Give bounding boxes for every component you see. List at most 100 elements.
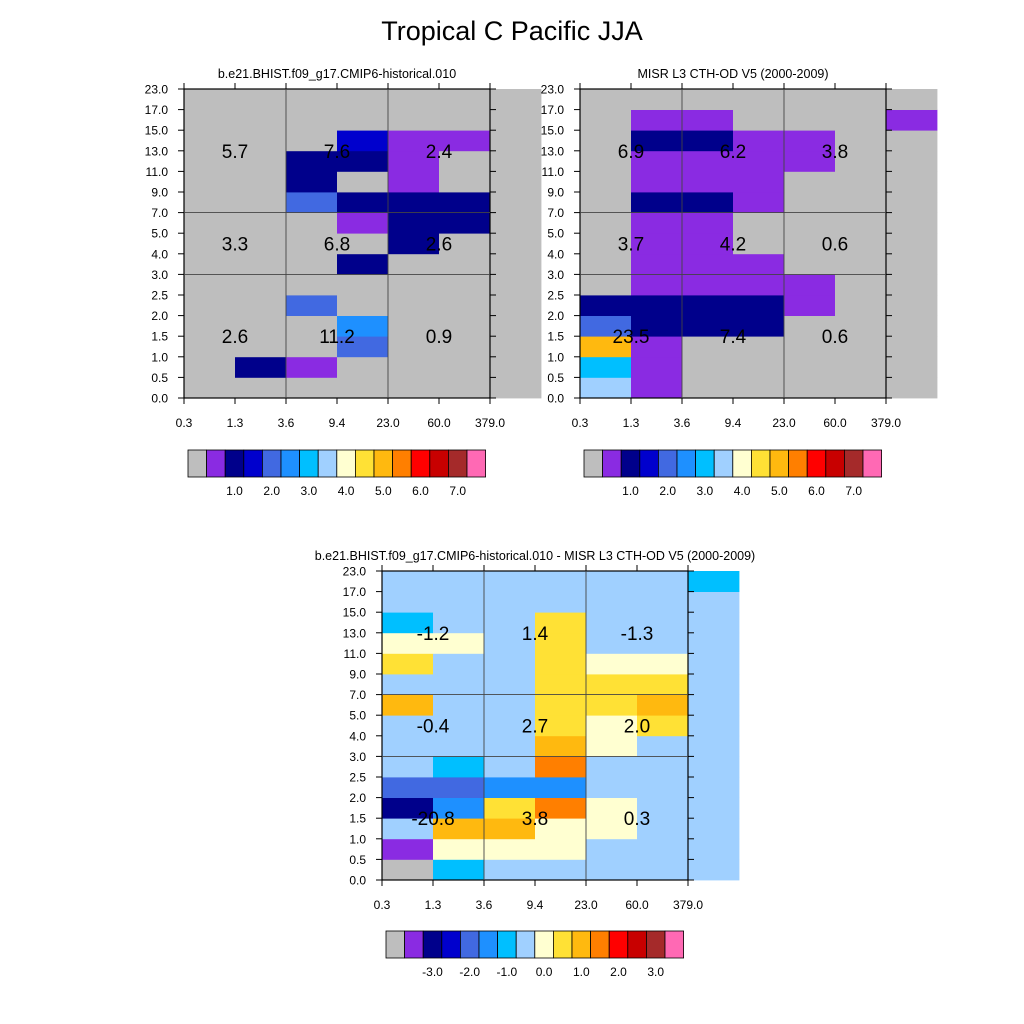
- region-value: 11.2: [319, 327, 355, 348]
- heatmap-cell: [388, 130, 440, 152]
- heatmap-cell: [586, 756, 638, 778]
- y-tick-label: 7.0: [349, 688, 366, 702]
- heatmap-cell: [433, 571, 485, 592]
- heatmap-cell: [586, 777, 638, 798]
- heatmap-cell: [682, 192, 734, 213]
- heatmap-cell: [388, 336, 440, 358]
- heatmap-cell: [433, 674, 485, 695]
- heatmap-cell: [484, 735, 536, 757]
- region-value: 5.7: [222, 142, 248, 163]
- y-tick-label: 17.0: [145, 103, 169, 117]
- colorbar-label: 5.0: [771, 484, 788, 498]
- heatmap-cell: [286, 89, 338, 110]
- colorbar-swatch: [497, 930, 517, 959]
- heatmap-cell: [631, 171, 683, 193]
- heatmap-cell: [886, 150, 938, 172]
- colorbar-label: 6.0: [412, 484, 429, 498]
- heatmap-cell: [688, 777, 740, 798]
- heatmap-cell: [637, 818, 689, 840]
- region-value: 3.8: [822, 142, 848, 163]
- colorbar-swatch: [534, 930, 554, 959]
- heatmap-cell: [580, 171, 632, 193]
- heatmap-cell: [835, 356, 887, 378]
- heatmap-cell: [637, 674, 689, 695]
- y-tick-label: 17.0: [343, 585, 367, 599]
- heatmap-cell: [535, 632, 587, 654]
- heatmap-cell: [484, 797, 536, 819]
- x-tick-label: 1.3: [227, 416, 244, 430]
- y-tick-label: 9.0: [349, 668, 366, 682]
- heatmap-cell: [733, 336, 785, 358]
- y-tick-label: 2.5: [151, 289, 168, 303]
- heatmap-cell: [886, 192, 938, 213]
- region-value: 3.3: [222, 235, 248, 256]
- heatmap-cell: [490, 212, 542, 234]
- heatmap-cell: [586, 612, 638, 634]
- heatmap-cell: [382, 571, 434, 592]
- heatmap-cell: [535, 838, 587, 860]
- heatmap-cell: [388, 89, 440, 110]
- heatmap-cell: [682, 130, 734, 152]
- heatmap-cell: [337, 212, 389, 234]
- y-tick-label: 7.0: [151, 206, 168, 220]
- colorbar-label: 1.0: [226, 484, 243, 498]
- heatmap-cell: [337, 150, 389, 172]
- heatmap-cell: [235, 295, 287, 316]
- heatmap-cell: [286, 130, 338, 152]
- colorbar-swatch: [459, 930, 480, 959]
- y-tick-label: 3.0: [547, 268, 564, 282]
- heatmap-cell: [490, 89, 542, 110]
- region-value: 7.4: [720, 327, 747, 348]
- y-tick-label: 1.0: [547, 350, 564, 364]
- heatmap-cell: [490, 315, 542, 337]
- heatmap-cell: [637, 859, 689, 881]
- heatmap-cell: [835, 171, 887, 193]
- heatmap-cell: [586, 838, 638, 860]
- heatmap-cell: [433, 612, 485, 634]
- heatmap-cell: [886, 377, 938, 399]
- heatmap-cell: [580, 109, 632, 131]
- heatmap-cell: [580, 89, 632, 110]
- heatmap-cell: [439, 274, 491, 296]
- heatmap-cell: [733, 212, 785, 234]
- heatmap-cell: [688, 632, 740, 654]
- heatmap-cell: [184, 336, 236, 358]
- x-tick-label: 9.4: [725, 416, 742, 430]
- region-value: 23.5: [613, 327, 650, 348]
- x-tick-label: 60.0: [427, 416, 451, 430]
- heatmap-cell: [382, 591, 434, 613]
- heatmap-cell: [382, 797, 434, 819]
- heatmap-cell: [382, 735, 434, 757]
- heatmap-cell: [286, 295, 338, 316]
- heatmap-cell: [535, 818, 587, 840]
- heatmap-cell: [535, 591, 587, 613]
- x-tick-label: 0.3: [176, 416, 193, 430]
- heatmap-cell: [784, 171, 836, 193]
- heatmap-cell: [535, 715, 587, 737]
- heatmap-cell: [733, 295, 785, 316]
- heatmap-cell: [337, 171, 389, 193]
- colorbar-swatch: [646, 930, 666, 959]
- heatmap-cell: [184, 212, 236, 234]
- heatmap-cell: [886, 274, 938, 296]
- heatmap-cell: [337, 377, 389, 399]
- heatmap-cell: [388, 377, 440, 399]
- colorbar-swatch: [422, 930, 443, 959]
- heatmap-cell: [484, 838, 536, 860]
- heatmap-cell: [439, 109, 491, 131]
- colorbar-swatch: [515, 930, 536, 959]
- heatmap-cell: [688, 591, 740, 613]
- heatmap-cell: [286, 253, 338, 275]
- heatmap-cell: [682, 171, 734, 193]
- heatmap-cell: [337, 253, 389, 275]
- heatmap-cell: [631, 377, 683, 399]
- y-tick-label: 0.0: [151, 392, 168, 406]
- heatmap-cell: [835, 315, 887, 337]
- heatmap-cell: [286, 171, 338, 193]
- y-tick-label: 9.0: [547, 186, 564, 200]
- heatmap-cell: [586, 674, 638, 695]
- heatmap-cell: [337, 109, 389, 131]
- region-value: 0.9: [426, 327, 452, 348]
- heatmap-cell: [184, 253, 236, 275]
